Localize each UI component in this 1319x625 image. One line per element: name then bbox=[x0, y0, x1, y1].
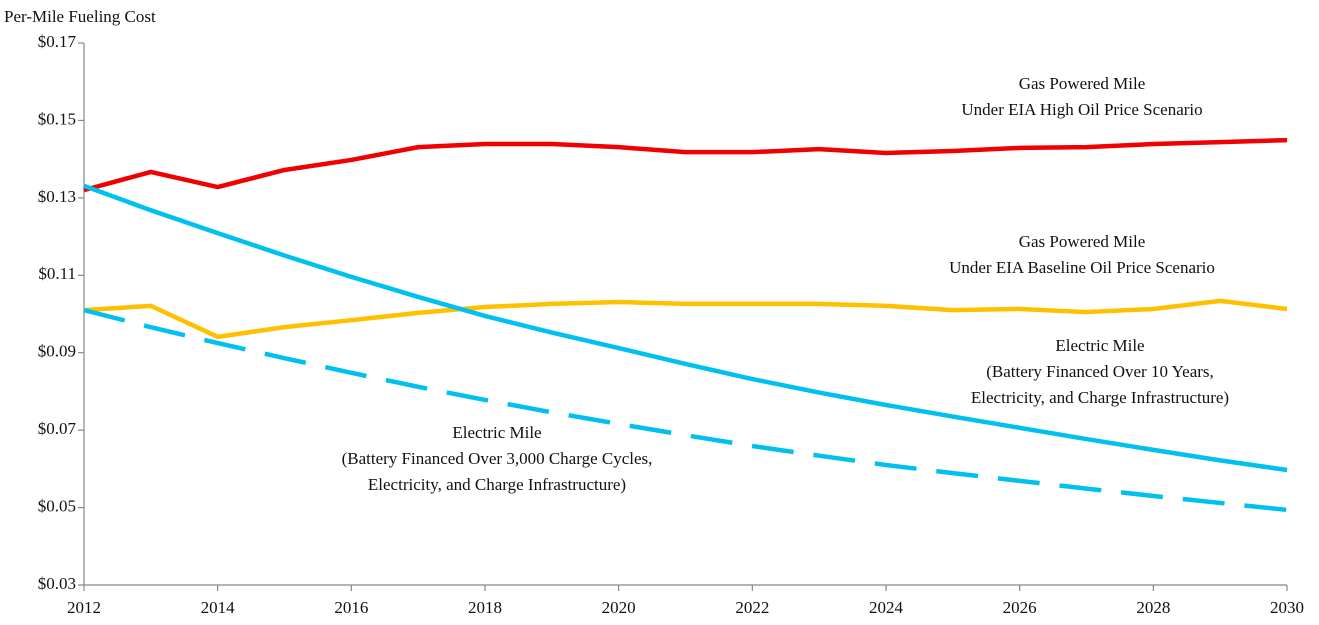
series-label: Under EIA Baseline Oil Price Scenario bbox=[949, 258, 1215, 277]
series-line bbox=[83, 298, 1288, 340]
x-tick-label: 2016 bbox=[334, 598, 368, 617]
series-label: Electric Mile bbox=[1055, 336, 1144, 355]
x-tick-label: 2028 bbox=[1136, 598, 1170, 617]
y-tick-label: $0.13 bbox=[38, 187, 76, 206]
y-tick-label: $0.07 bbox=[38, 419, 77, 438]
y-tick-label: $0.03 bbox=[38, 574, 76, 593]
y-tick-label: $0.17 bbox=[38, 32, 77, 51]
x-tick-label: 2030 bbox=[1270, 598, 1304, 617]
x-tick-label: 2012 bbox=[67, 598, 101, 617]
series-label: Under EIA High Oil Price Scenario bbox=[961, 100, 1202, 119]
x-tick-label: 2014 bbox=[201, 598, 236, 617]
series-label: Electricity, and Charge Infrastructure) bbox=[368, 475, 626, 494]
y-tick-label: $0.15 bbox=[38, 109, 76, 128]
series-label: Gas Powered Mile bbox=[1019, 232, 1146, 251]
y-tick-label: $0.09 bbox=[38, 342, 76, 361]
series-line bbox=[83, 307, 1288, 513]
series-label: (Battery Financed Over 10 Years, bbox=[986, 362, 1214, 381]
x-tick-label: 2018 bbox=[468, 598, 502, 617]
x-tick-label: 2020 bbox=[602, 598, 636, 617]
series-label: Electric Mile bbox=[452, 423, 541, 442]
series-line bbox=[83, 183, 1288, 473]
y-tick-label: $0.11 bbox=[38, 264, 76, 283]
x-tick-label: 2024 bbox=[869, 598, 904, 617]
series-label: Electricity, and Charge Infrastructure) bbox=[971, 388, 1229, 407]
series-line bbox=[83, 137, 1288, 193]
x-tick-label: 2022 bbox=[735, 598, 769, 617]
y-axis-label: Per-Mile Fueling Cost bbox=[4, 7, 156, 26]
series-label: (Battery Financed Over 3,000 Charge Cycl… bbox=[342, 449, 653, 468]
y-tick-label: $0.05 bbox=[38, 496, 76, 515]
series-label: Gas Powered Mile bbox=[1019, 74, 1146, 93]
x-tick-label: 2026 bbox=[1003, 598, 1037, 617]
